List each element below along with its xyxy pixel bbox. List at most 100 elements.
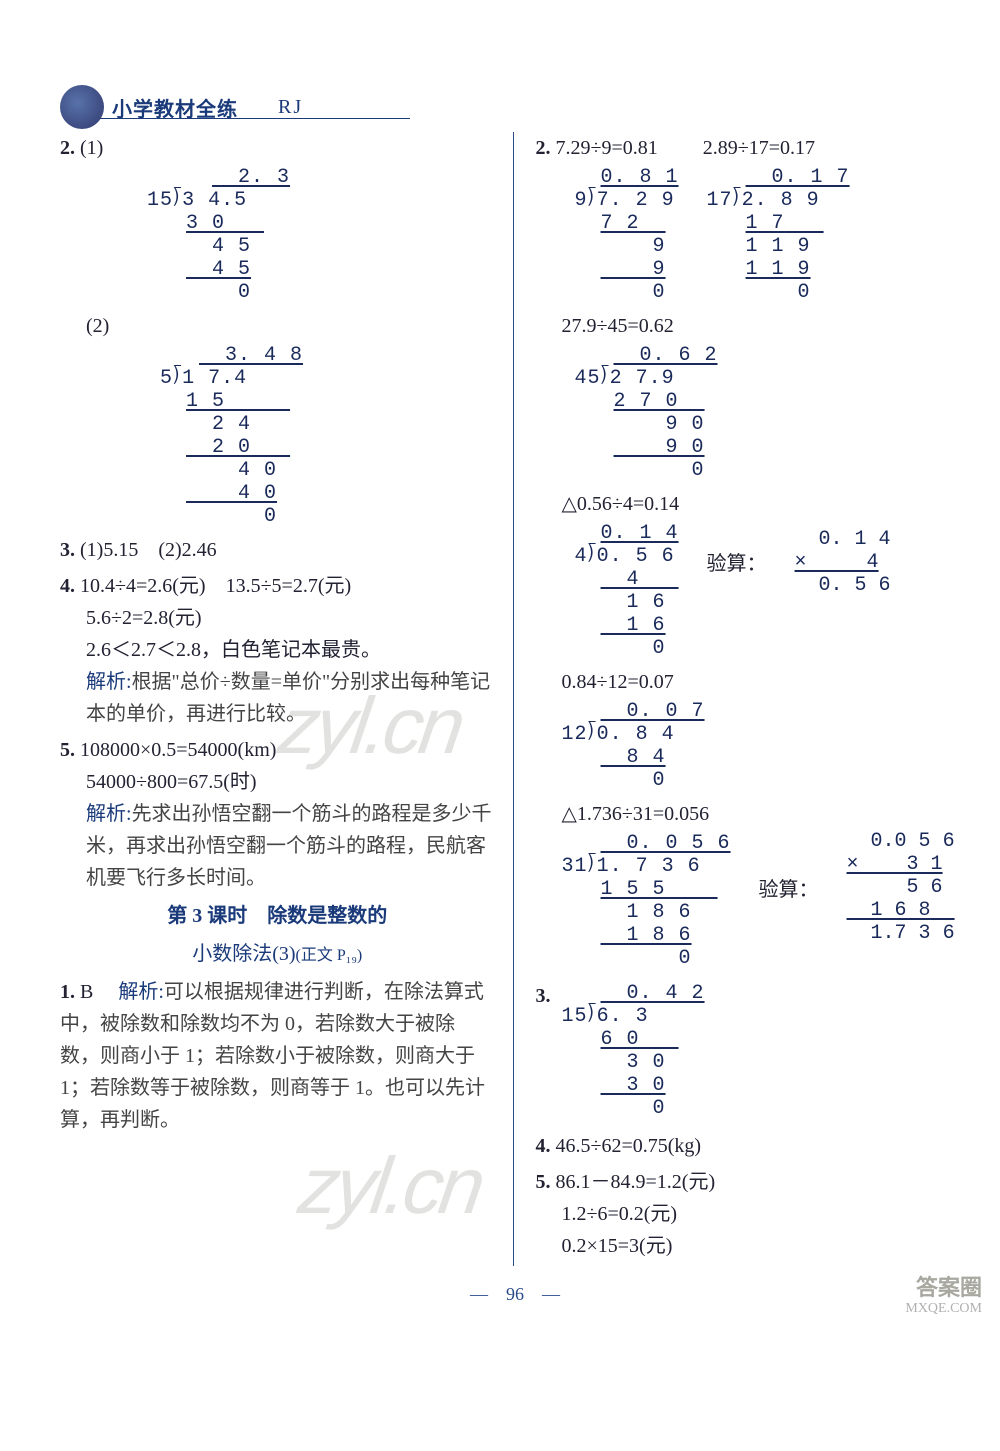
- cf1: 0.0 5 6: [847, 830, 955, 853]
- q2-num: 2.: [60, 137, 75, 159]
- q4-l1: 10.4÷4=2.6(元) 13.5÷5=2.7(元): [80, 575, 351, 597]
- q2d2-dd: 1 7.4: [182, 367, 247, 390]
- q2d1-s2: 4 5: [186, 258, 251, 281]
- rq2-checkF: 0.0 5 6 × 3 1 5 6 1 6 8 1.7 3 6: [847, 830, 955, 945]
- q2d2-r1: 2 4: [186, 413, 251, 436]
- df-r1: 1 8 6: [601, 901, 692, 924]
- q2d1-q: 2. 3: [212, 166, 290, 189]
- q2d1-dd: 3 4.5: [182, 189, 247, 212]
- db-s1: 1 7: [746, 212, 785, 235]
- de-dd: 0. 8 4: [597, 723, 675, 746]
- db-dv: 17: [707, 189, 733, 212]
- df-dv: 31: [562, 855, 588, 878]
- rq4: 4. 46.5÷62=0.75(kg): [536, 1130, 971, 1162]
- r3s2: 3 0: [601, 1074, 666, 1097]
- q2-div1: 2. 3 15⟌3 4.5 3 0 4 5 4 5 0: [60, 166, 495, 304]
- q1b-num: 1.: [60, 981, 75, 1003]
- q2d2-q: 3. 4 8: [199, 344, 303, 367]
- q4-expl: 根据"总价÷数量=单价"分别求出每种笔记本的单价，再进行比较。: [86, 671, 490, 725]
- dc-dd: 2 7.9: [610, 367, 675, 390]
- rq2: 2. 7.29÷9=0.81 2.89÷17=0.17 0. 8 1 9⟌7. …: [536, 132, 971, 976]
- rq4-num: 4.: [536, 1135, 551, 1157]
- q5-explain: 解析:先求出孙悟空翻一个筋斗的路程是多少千米，再求出孙悟空翻一个筋斗的路程，民航…: [60, 798, 495, 894]
- q2d1-r1: 4 5: [186, 235, 251, 258]
- rq2-eqF: △1.736÷31=0.056: [536, 798, 971, 830]
- page-header: 小学教材全练 RJ: [60, 85, 303, 129]
- cd1: 0. 1 4: [795, 528, 891, 551]
- de-r1: 0: [601, 769, 666, 792]
- content-columns: 2. (1) 2. 3 15⟌3 4.5 3 0 4 5 4 5 0 (2) 3…: [60, 132, 970, 1266]
- de-dv: 12: [562, 723, 588, 746]
- db-dd: 2. 8 9: [742, 189, 820, 212]
- header-underline: [100, 118, 410, 119]
- q2d2-dv: 5: [160, 367, 173, 390]
- q2-div2: 3. 4 8 5⟌1 7.4 1 5 2 4 2 0 4 0 4 0 0: [60, 344, 495, 528]
- rq4-text: 46.5÷62=0.75(kg): [556, 1135, 702, 1157]
- q1b-expl: 可以根据规律进行判断，在除法算式中，被除数和除数均不为 0，若除数大于被除数，则…: [60, 981, 485, 1131]
- dd-r1: 1 6: [601, 591, 666, 614]
- lesson-title: 第 3 课时 除数是整数的: [60, 900, 495, 932]
- rq2-checkF-wrap: 验算：: [759, 830, 819, 906]
- df-dd: 1. 7 3 6: [597, 855, 701, 878]
- q2: 2. (1) 2. 3 15⟌3 4.5 3 0 4 5 4 5 0 (2) 3…: [60, 132, 495, 528]
- da-q: 0. 8 1: [601, 166, 679, 189]
- q1b-ans: B: [80, 981, 93, 1003]
- df-r2: 0: [601, 947, 692, 970]
- q4-explain: 解析:根据"总价÷数量=单价"分别求出每种笔记本的单价，再进行比较。: [60, 666, 495, 730]
- rq2-eqA: 7.29÷9=0.81: [556, 137, 658, 159]
- q5-expl: 先求出孙悟空翻一个筋斗的路程是多少千米，再求出孙悟空翻一个筋斗的路程，民航客机要…: [86, 803, 492, 889]
- db-r1: 1 1 9: [746, 235, 811, 258]
- q2d2-r2: 4 0: [186, 459, 277, 482]
- q4-l3: 2.6＜2.7＜2.8，白色笔记本最贵。: [60, 634, 495, 666]
- cf2: × 3 1: [847, 853, 943, 876]
- q1b: 1. B 解析:可以根据规律进行判断，在除法算式中，被除数和除数均不为 0，若除…: [60, 976, 495, 1136]
- corner-2: MXQE.COM: [905, 1301, 982, 1318]
- r3r1: 3 0: [601, 1051, 666, 1074]
- dc-q: 0. 6 2: [614, 344, 718, 367]
- da-r2: 0: [601, 281, 666, 304]
- corner-watermark: 答案圈 MXQE.COM: [905, 1275, 982, 1318]
- q5: 5. 108000×0.5=54000(km) 54000÷800=67.5(时…: [60, 734, 495, 894]
- q2-p1: (1): [80, 137, 103, 159]
- da-s1: 7 2: [601, 212, 640, 235]
- q3-text: (1)5.15 (2)2.46: [80, 539, 217, 561]
- lesson-ref: (正文 P₁₉): [296, 947, 363, 964]
- q4-expl-label: 解析:: [86, 671, 132, 693]
- q5-expl-label: 解析:: [86, 803, 132, 825]
- rq3-num: 3.: [536, 985, 551, 1007]
- q4-l2: 5.6÷2=2.8(元): [60, 602, 495, 634]
- db-s2: 1 1 9: [746, 258, 811, 281]
- q1b-expl-label: 解析:: [118, 981, 164, 1003]
- q2d2-s2: 2 0: [186, 436, 251, 459]
- rq2-checkD: 0. 1 4 × 4 0. 5 6: [795, 528, 891, 597]
- df-s1: 1 5 5: [601, 878, 666, 901]
- da-s2: 9: [601, 258, 666, 281]
- corner-1: 答案圈: [905, 1275, 982, 1301]
- q5-l1: 108000×0.5=54000(km): [80, 739, 276, 761]
- rq3-div: 0. 4 2 15⟌6. 3 6 0 3 0 3 0 0: [562, 982, 705, 1120]
- dc-s1: 2 7 0: [614, 390, 679, 413]
- da-dd: 7. 2 9: [597, 189, 675, 212]
- right-column: 2. 7.29÷9=0.81 2.89÷17=0.17 0. 8 1 9⟌7. …: [513, 132, 971, 1266]
- header-subtitle: RJ: [278, 96, 303, 119]
- q2d1-s1: 3 0: [186, 212, 225, 235]
- r3q: 0. 4 2: [601, 982, 705, 1005]
- dc-r2: 0: [614, 459, 705, 482]
- rq2-eqB: 2.89÷17=0.17: [703, 137, 815, 159]
- dc-s2: 9 0: [614, 436, 705, 459]
- rq2-checkD-wrap: 验算：: [707, 520, 767, 580]
- q2-p2: (2): [60, 310, 495, 342]
- rq2-checkD-label: 验算：: [707, 548, 767, 580]
- db-r2: 0: [746, 281, 811, 304]
- rq5-l3: 0.2×15=3(元): [536, 1230, 971, 1262]
- r3dv: 15: [562, 1005, 588, 1028]
- dd-r2: 0: [601, 637, 666, 660]
- rq5: 5. 86.1－84.9=1.2(元) 1.2÷6=0.2(元) 0.2×15=…: [536, 1166, 971, 1262]
- q2d2-s3: 4 0: [186, 482, 277, 505]
- rq2-num: 2.: [536, 137, 551, 159]
- lesson-sub-text: 小数除法(3): [192, 943, 295, 965]
- cd3: 0. 5 6: [795, 574, 891, 597]
- dd-s2: 1 6: [601, 614, 666, 637]
- dd-dv: 4: [575, 545, 588, 568]
- rq2-pairD: 0. 1 4 4⟌0. 5 6 4 1 6 1 6 0 验算： 0. 1 4 ×…: [536, 520, 971, 666]
